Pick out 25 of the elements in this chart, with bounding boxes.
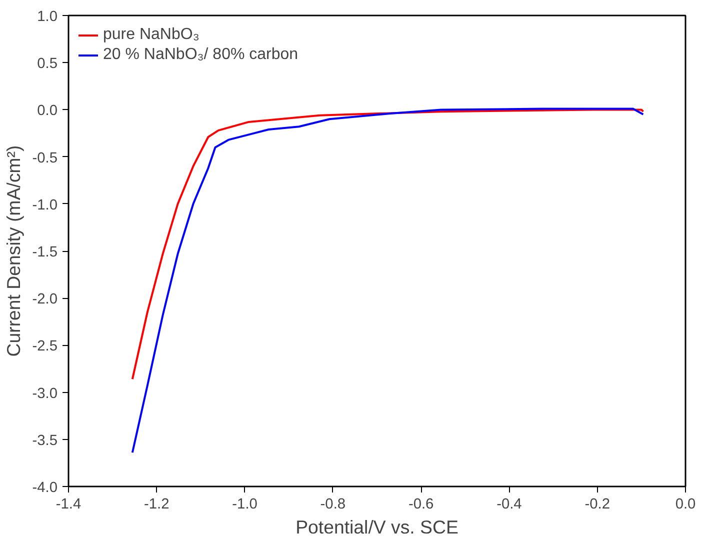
y-tick-label: -0.5: [32, 150, 58, 166]
x-tick-label: -1.0: [232, 496, 258, 512]
y-tick-label: -2.0: [32, 292, 58, 308]
y-tick-label: -1.5: [32, 244, 58, 260]
y-tick-label: -1.0: [32, 197, 58, 214]
legend-label: 20 % NaNbO₃/ 80% carbon: [103, 46, 298, 64]
y-tick-label: -3.0: [32, 386, 58, 402]
legend-label: pure NaNbO₃: [103, 26, 200, 44]
y-axis-title: Current Density (mA/cm²): [3, 145, 24, 357]
y-tick-label: -2.5: [32, 338, 58, 355]
y-tick-label: -4.0: [32, 480, 58, 496]
y-tick-label: 0.5: [37, 56, 58, 72]
line-series: [131, 108, 644, 454]
y-tick-label: -3.5: [32, 432, 58, 449]
x-tick-label: -0.2: [584, 496, 610, 512]
x-tick-label: -0.6: [408, 496, 434, 512]
x-tick-label: 0.0: [675, 496, 696, 512]
x-axis-title: Potential/V vs. SCE: [296, 516, 458, 538]
y-tick-label: 0.0: [37, 103, 58, 120]
x-tick-label: -0.4: [496, 496, 522, 512]
line-series: [131, 108, 644, 380]
y-tick-label: 1.0: [37, 9, 58, 25]
x-tick-label: -1.4: [56, 496, 82, 512]
x-tick-label: -0.8: [320, 496, 346, 512]
x-tick-label: -1.2: [144, 496, 170, 512]
